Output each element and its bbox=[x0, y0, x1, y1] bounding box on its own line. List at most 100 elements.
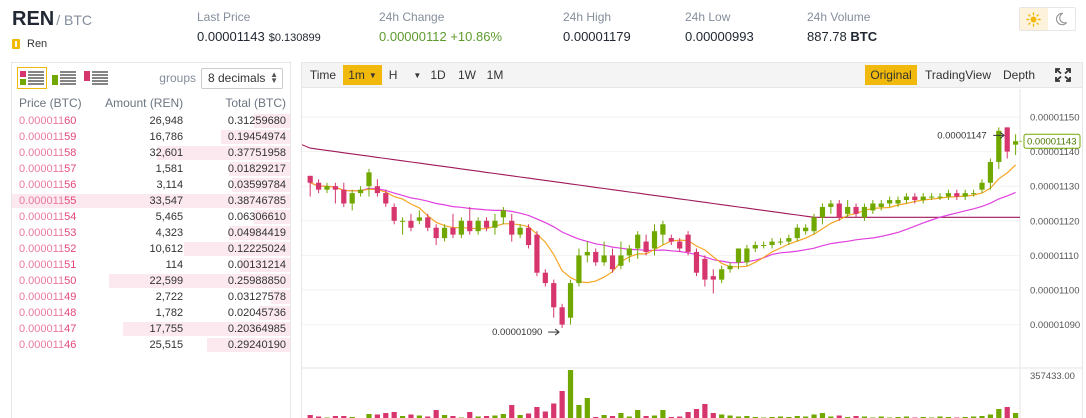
candlestick-chart[interactable]: 0.00001150 0.00001140 0.00001130 0.00001120… bbox=[302, 89, 1082, 418]
candle-body bbox=[651, 231, 658, 249]
amount-cell: 33,547 bbox=[149, 195, 184, 207]
candle-body bbox=[752, 245, 758, 249]
candle-body bbox=[626, 248, 632, 256]
order-book-row[interactable]: 0.00001151 114 0.00131214 bbox=[12, 257, 290, 273]
volume-bar bbox=[878, 416, 884, 418]
candle-body bbox=[727, 265, 733, 270]
candle-body bbox=[357, 189, 364, 194]
volume-bar bbox=[609, 416, 616, 418]
candle-body bbox=[458, 220, 464, 235]
total-cell: 0.03599784 bbox=[227, 179, 286, 191]
order-book-row[interactable]: 0.00001149 2,722 0.03127578 bbox=[12, 289, 290, 305]
candle-body bbox=[475, 220, 481, 232]
total-cell: 0.12225024 bbox=[227, 243, 286, 255]
order-book-row[interactable]: 0.00001156 3,114 0.03599784 bbox=[12, 177, 290, 193]
amount-cell: 26,948 bbox=[149, 115, 184, 127]
amount-cell: 3,114 bbox=[156, 179, 184, 191]
theme-toggle bbox=[1019, 7, 1076, 31]
candle-body bbox=[962, 193, 968, 197]
total-cell: 0.01829217 bbox=[227, 163, 286, 175]
order-book-rows: 0.00001160 26,948 0.31259680 0.00001159 16,7… bbox=[12, 113, 290, 353]
order-book-row[interactable]: 0.00001154 5,465 0.06306610 bbox=[12, 209, 290, 225]
interval-1m-month[interactable]: 1M bbox=[486, 68, 504, 82]
fullscreen-icon[interactable] bbox=[1050, 65, 1076, 85]
interval-1m[interactable]: 1m ▼ bbox=[343, 65, 382, 85]
volume-bar bbox=[702, 404, 708, 418]
candle-body bbox=[584, 251, 590, 256]
view-original[interactable]: Original bbox=[865, 65, 917, 85]
total-cell: 0.20364985 bbox=[227, 323, 286, 335]
view-depth[interactable]: Depth bbox=[1002, 68, 1036, 82]
depth-bar bbox=[206, 338, 290, 352]
price-prefix: 0.000011 bbox=[19, 243, 65, 255]
candle-body bbox=[509, 220, 515, 235]
stat-label: Last Price bbox=[197, 10, 251, 24]
candle-body bbox=[685, 234, 691, 252]
volume-bar bbox=[399, 416, 406, 418]
price-axis-label: 0.00001150 bbox=[1030, 113, 1080, 124]
volume-bar bbox=[332, 416, 338, 418]
depth-bar bbox=[228, 226, 290, 240]
candle-body bbox=[534, 234, 540, 273]
groups-label: groups bbox=[159, 71, 196, 85]
candle-body bbox=[828, 203, 834, 207]
candle-body bbox=[693, 251, 700, 273]
order-book-row[interactable]: 0.00001150 22,599 0.25988850 bbox=[12, 273, 290, 289]
candle-body bbox=[971, 193, 977, 195]
depth-bar bbox=[228, 162, 290, 176]
price-suffix: 56 bbox=[64, 179, 77, 191]
price-prefix: 0.000011 bbox=[19, 339, 65, 351]
bids-view-icon[interactable] bbox=[49, 67, 79, 89]
moon-icon[interactable] bbox=[1048, 8, 1076, 30]
chart-toolbar: Time 1m ▼ H ▼ 1D 1W 1M Original TradingVie… bbox=[302, 63, 1082, 88]
total-cell: 0.03127578 bbox=[227, 291, 286, 303]
volume-bar bbox=[433, 410, 439, 418]
order-book-row[interactable]: 0.00001152 10,612 0.12225024 bbox=[12, 241, 290, 257]
candle-body bbox=[425, 217, 431, 228]
volume-bar bbox=[584, 398, 590, 418]
stat-24h-low: 24h Low 0.00000993 bbox=[685, 10, 754, 44]
interval-h[interactable]: H ▼ bbox=[386, 65, 424, 85]
order-book-row[interactable]: 0.00001153 4,323 0.04984419 bbox=[12, 225, 290, 241]
price-suffix: 60 bbox=[64, 115, 77, 127]
depth-bar bbox=[253, 210, 290, 224]
volume-bar bbox=[744, 416, 750, 418]
volume-bar bbox=[441, 415, 448, 418]
price-header: Price (BTC) bbox=[19, 96, 82, 110]
decimals-select[interactable]: 8 decimals ▲ ▼ bbox=[201, 67, 283, 89]
interval-1w[interactable]: 1W bbox=[458, 68, 476, 82]
candle-body bbox=[408, 220, 414, 228]
order-book-row[interactable]: 0.00001155 33,547 0.38746785 bbox=[12, 193, 290, 209]
interval-time[interactable]: Time bbox=[309, 68, 337, 82]
price-prefix: 0.000011 bbox=[19, 307, 65, 319]
interval-1d[interactable]: 1D bbox=[430, 68, 446, 82]
candle-body bbox=[324, 186, 330, 190]
price-suffix: 54 bbox=[64, 211, 77, 223]
candle-body bbox=[559, 307, 565, 325]
order-book-row[interactable]: 0.00001146 25,515 0.29240190 bbox=[12, 337, 290, 353]
caret-down-icon: ▼ bbox=[413, 70, 422, 80]
both-sides-view-icon[interactable] bbox=[17, 67, 47, 89]
candle-body bbox=[307, 175, 313, 183]
candle-body bbox=[635, 234, 641, 249]
view-tradingview[interactable]: TradingView bbox=[924, 68, 992, 82]
order-book-row[interactable]: 0.00001157 1,581 0.01829217 bbox=[12, 161, 290, 177]
price-suffix: 47 bbox=[64, 323, 77, 335]
volume-bar bbox=[618, 413, 624, 418]
order-book-row[interactable]: 0.00001160 26,948 0.31259680 bbox=[12, 113, 290, 129]
volume-bar bbox=[811, 414, 817, 418]
amount-cell: 1,782 bbox=[155, 307, 184, 319]
price-suffix: 49 bbox=[64, 291, 77, 303]
order-book-row[interactable]: 0.00001147 17,755 0.20364985 bbox=[12, 321, 290, 337]
asks-view-icon[interactable] bbox=[81, 67, 111, 89]
order-book-row[interactable]: 0.00001158 32,601 0.37751958 bbox=[12, 145, 290, 161]
volume-bar bbox=[626, 416, 632, 418]
order-book-row[interactable]: 0.00001148 1,782 0.02045736 bbox=[12, 305, 290, 321]
order-book-row[interactable]: 0.00001159 16,786 0.19454974 bbox=[12, 129, 290, 145]
sun-icon[interactable] bbox=[1020, 8, 1048, 30]
amount-cell: 17,755 bbox=[149, 323, 184, 335]
depth-bar bbox=[259, 306, 290, 320]
candle-body bbox=[786, 238, 792, 242]
candle-body bbox=[929, 196, 935, 198]
candle-body bbox=[1004, 127, 1010, 152]
